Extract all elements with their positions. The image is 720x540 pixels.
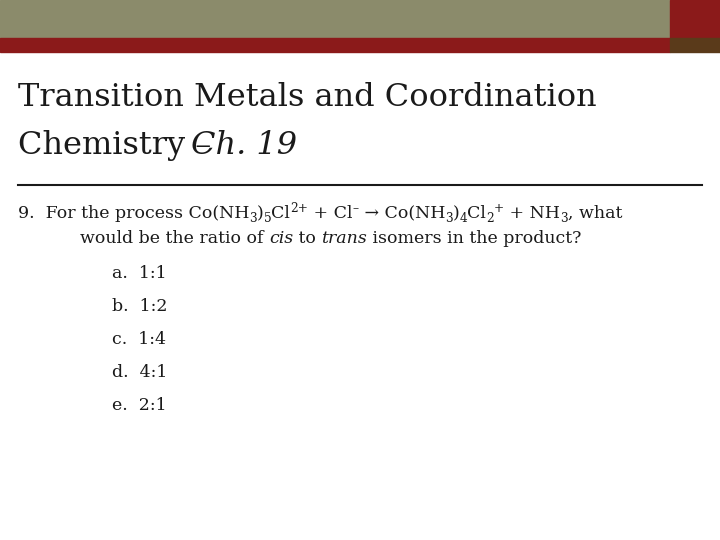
Text: Cl: Cl — [467, 205, 486, 222]
Text: Ch. 19: Ch. 19 — [191, 130, 297, 161]
Text: would be the ratio of: would be the ratio of — [80, 230, 269, 247]
Text: 3: 3 — [560, 213, 568, 226]
Text: e.  2:1: e. 2:1 — [112, 397, 166, 414]
Text: ): ) — [257, 205, 264, 222]
Text: +: + — [494, 202, 504, 215]
Text: 3: 3 — [446, 213, 453, 226]
Text: –: – — [353, 202, 359, 215]
Text: ): ) — [453, 205, 460, 222]
Text: d.  4:1: d. 4:1 — [112, 364, 167, 381]
Text: trans: trans — [322, 230, 367, 247]
Bar — [0, 0, 670, 38]
Bar — [0, 38, 670, 52]
Text: to: to — [293, 230, 322, 247]
Bar — [670, 38, 720, 52]
Text: cis: cis — [269, 230, 293, 247]
Text: 2+: 2+ — [290, 202, 308, 215]
Text: a.  1:1: a. 1:1 — [112, 265, 166, 282]
Text: Chemistry –: Chemistry – — [18, 130, 221, 161]
Text: 3: 3 — [250, 213, 257, 226]
Text: b.  1:2: b. 1:2 — [112, 298, 168, 315]
Text: 9.  For the process Co(NH: 9. For the process Co(NH — [18, 205, 250, 222]
Text: isomers in the product?: isomers in the product? — [367, 230, 582, 247]
Text: 5: 5 — [264, 213, 271, 226]
Text: c.  1:4: c. 1:4 — [112, 331, 166, 348]
Text: , what: , what — [568, 205, 622, 222]
Text: 4: 4 — [460, 213, 467, 226]
Text: Cl: Cl — [271, 205, 290, 222]
Text: Transition Metals and Coordination: Transition Metals and Coordination — [18, 82, 597, 113]
Text: → Co(NH: → Co(NH — [359, 205, 446, 222]
Text: 2: 2 — [486, 213, 494, 226]
Bar — [670, 0, 720, 38]
Text: + Cl: + Cl — [308, 205, 353, 222]
Text: + NH: + NH — [504, 205, 560, 222]
